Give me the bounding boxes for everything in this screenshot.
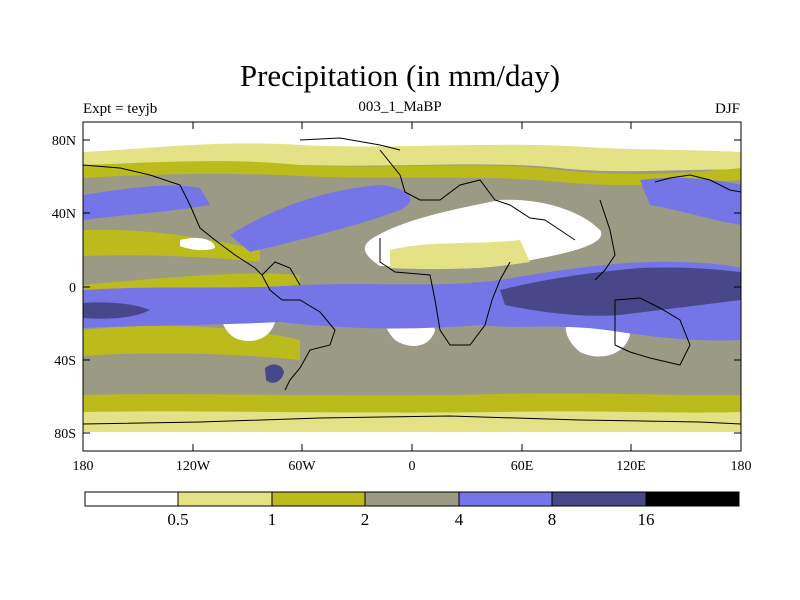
lat-label-equator: 0 (69, 281, 76, 296)
central-america-coast (261, 261, 301, 286)
greenland-coast (299, 137, 401, 151)
legend-colorbar (84, 491, 740, 507)
lat-label-80s: 80S (54, 427, 76, 442)
experiment-label: Expt = teyjb (83, 101, 158, 117)
atlantic-storm-track (230, 185, 411, 252)
lon-label-0: 0 (409, 459, 416, 474)
legend-box-5 (551, 491, 647, 507)
time-label: 003_1_MaBP (358, 99, 442, 115)
legend-label-2: 2 (361, 510, 370, 529)
legend-box-4 (458, 491, 553, 507)
lat-label-40n: 40N (52, 207, 76, 222)
legend-label-0.5: 0.5 (167, 510, 188, 529)
legend-box-1 (177, 491, 273, 507)
pacific-storm-track (83, 185, 210, 220)
equatorial-transition (83, 273, 300, 290)
west-pacific-storm-track (640, 177, 741, 225)
africa-coast (379, 238, 511, 346)
south-america-coast (282, 299, 336, 391)
legend-label-1: 1 (268, 510, 277, 529)
siberia-coast (654, 174, 741, 193)
lat-label-80n: 80N (52, 134, 76, 149)
antarctica-coast (83, 415, 741, 425)
precipitation-field (83, 122, 741, 451)
antarctic-dry (83, 432, 741, 451)
pacific-wet-core (83, 302, 150, 319)
legend-box-0 (84, 491, 179, 507)
lon-label-120w: 120W (176, 459, 211, 474)
maritime-continent-wet-core (500, 267, 741, 316)
lon-label-180e: 180 (731, 459, 752, 474)
lon-label-180w: 180 (73, 459, 94, 474)
lon-label-60w: 60W (288, 459, 316, 474)
season-label: DJF (714, 101, 740, 117)
legend-box-2 (271, 491, 366, 507)
south-light-belt (83, 411, 741, 432)
lat-label-40s: 40S (54, 354, 76, 369)
lat-ticks (83, 139, 741, 434)
legend-box-6 (645, 491, 740, 507)
north-america-west-coast (83, 164, 283, 301)
chart-title: Precipitation (in mm/day) (239, 58, 561, 93)
lon-label-120e: 120E (616, 459, 646, 474)
coastlines (83, 137, 741, 425)
australia-coast (614, 297, 691, 366)
north-subtropical-band (83, 229, 260, 262)
legend-label-4: 4 (455, 510, 464, 529)
baja-dry-zone (180, 237, 215, 251)
legend-label-8: 8 (548, 510, 557, 529)
east-asia-coast (594, 199, 616, 281)
lon-ticks (192, 122, 632, 451)
north-mid-belt (83, 161, 741, 186)
legend-label-16: 16 (638, 510, 655, 529)
sahel-light-zone (390, 240, 530, 270)
lon-label-60e: 60E (511, 459, 534, 474)
eurasia-coast (379, 149, 576, 241)
legend-box-3 (364, 491, 460, 507)
south-america-wet-core (265, 364, 284, 383)
